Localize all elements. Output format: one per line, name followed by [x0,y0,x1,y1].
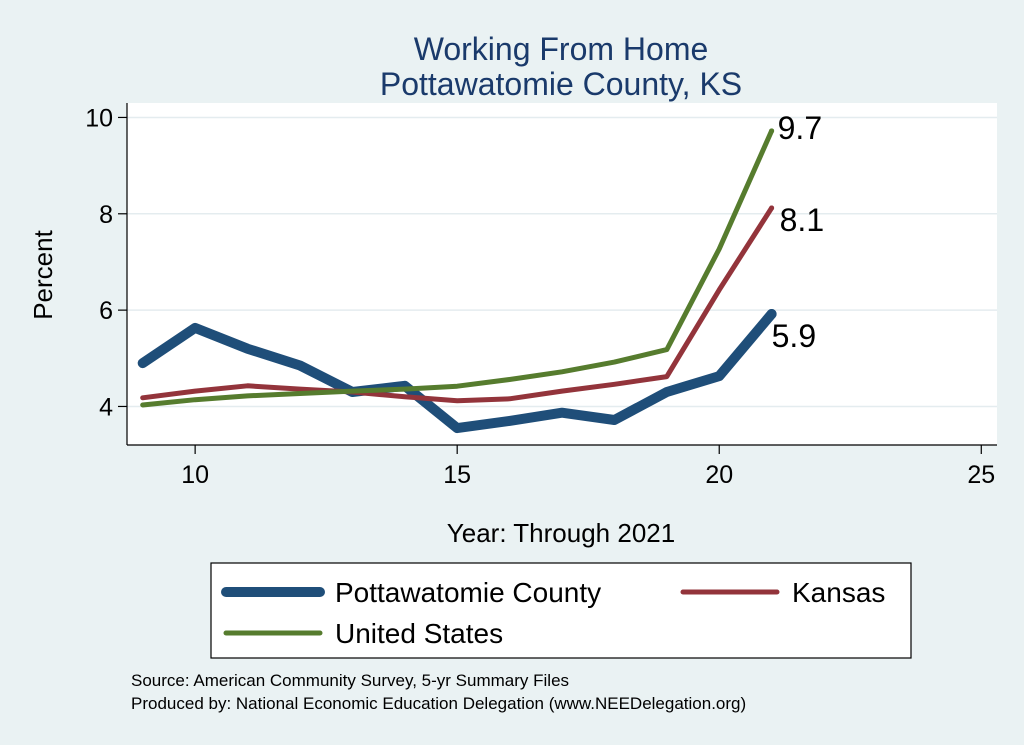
end-value-label: 5.9 [772,318,816,354]
label-layer: 5.9 8.1 9.7 [772,110,824,354]
series-line [137,309,777,434]
series-endpoint [769,128,775,134]
y-tick-label: 4 [99,393,113,421]
series-endpoint [769,205,775,211]
x-tick-label: 20 [705,461,733,489]
x-tick-label: 25 [967,461,995,489]
y-axis-label: Percent [28,229,58,319]
grid-layer [127,116,997,408]
end-value-label: 8.1 [780,202,824,238]
series-line [140,205,775,404]
legend-box [210,562,912,659]
axis-layer: 4 6 8 10 10 15 20 25 [85,103,997,489]
chart-subtitle: Pottawatomie County, KS [380,66,742,102]
series-line [140,128,775,408]
series-endpoint [766,308,777,319]
source-note: Source: American Community Survey, 5-yr … [131,671,569,690]
y-tick-label: 6 [99,297,113,325]
legend-label: United States [335,618,503,649]
legend-layer: Pottawatomie County Kansas United States [221,577,885,649]
end-value-label: 9.7 [778,110,822,146]
series-layer [137,128,777,434]
y-tick-label: 8 [99,201,113,229]
x-tick-label: 10 [181,461,209,489]
x-axis-label: Year: Through 2021 [447,518,675,548]
chart-title: Working From Home [414,31,709,67]
y-tick-label: 10 [85,104,113,132]
producer-note: Produced by: National Economic Education… [131,694,746,713]
legend-label: Kansas [792,577,885,608]
legend-label: Pottawatomie County [335,577,601,608]
x-tick-label: 15 [443,461,471,489]
